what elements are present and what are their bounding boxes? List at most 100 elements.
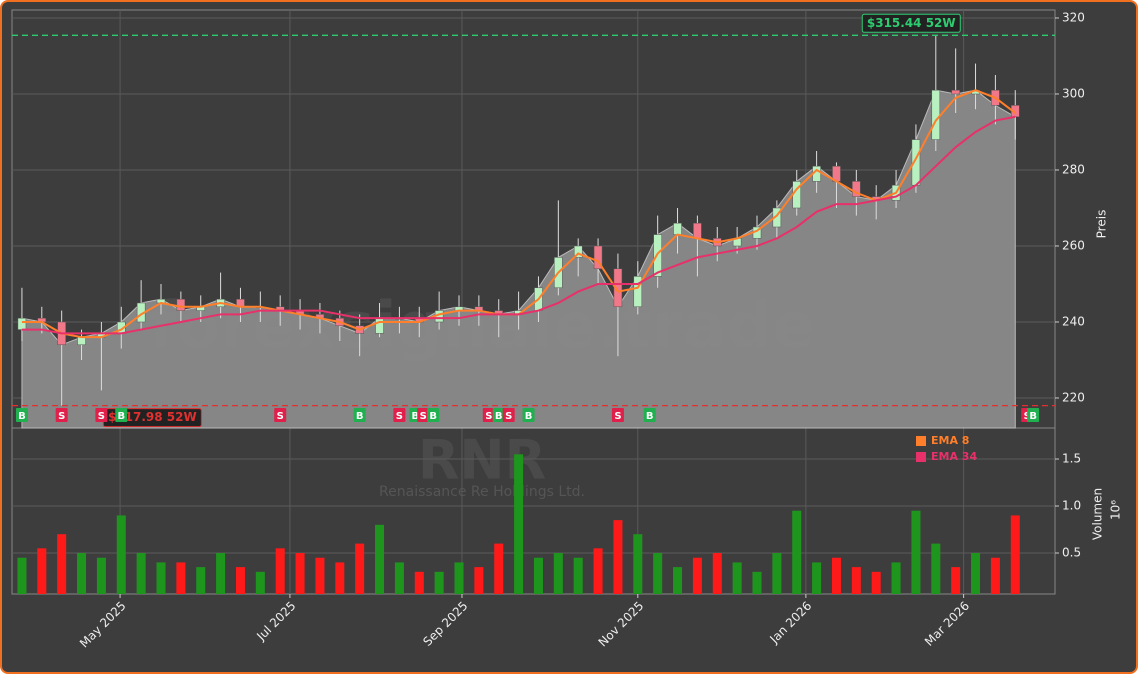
volume-unit: 10⁶: [1109, 500, 1123, 520]
x-tick-label: Mar 2026: [922, 599, 972, 649]
y-tick-label: 240: [1062, 314, 1085, 328]
volume-bar: [57, 534, 67, 594]
volume-bar: [335, 562, 345, 594]
signal-label: B: [525, 411, 533, 422]
signal-label: B: [646, 411, 654, 422]
volume-bar: [990, 557, 1000, 594]
y-tick-label: 320: [1062, 10, 1085, 24]
signal-marker: [15, 408, 28, 422]
volume-bar: [77, 553, 87, 594]
signal-label: B: [18, 411, 26, 422]
candle-body: [951, 89, 960, 95]
signal-label: B: [117, 411, 125, 422]
volume-bar: [176, 562, 186, 594]
volume-panel: [11, 427, 1056, 595]
volume-bar: [732, 562, 742, 594]
signal-label: B: [429, 411, 437, 422]
volume-bar: [136, 553, 146, 594]
volume-bar: [812, 562, 822, 594]
volume-bar: [434, 571, 444, 594]
volume-bar: [752, 571, 762, 594]
signal-marker: [643, 408, 656, 422]
volume-bar: [613, 520, 623, 594]
y-tick-label: 300: [1062, 86, 1085, 100]
volume-bar: [235, 567, 245, 594]
candle-body: [931, 89, 941, 140]
volume-bar: [196, 567, 206, 594]
candle-body: [613, 268, 623, 308]
volume-bar: [216, 553, 226, 594]
volume-bar: [514, 454, 524, 594]
signal-label: S: [614, 411, 621, 422]
signal-marker: [115, 408, 128, 422]
signal-marker: [55, 408, 68, 422]
candle-body: [673, 222, 682, 235]
volume-bar: [653, 553, 663, 594]
signal-marker: [1027, 408, 1040, 422]
volume-bar: [772, 553, 782, 594]
volume-bar: [573, 557, 583, 594]
volume-bar: [871, 571, 881, 594]
volume-bar: [931, 543, 941, 594]
legend-label: EMA 34: [931, 450, 977, 463]
candle-body: [17, 317, 27, 330]
signal-label: S: [420, 411, 427, 422]
y-tick-label: 220: [1062, 390, 1085, 404]
candle-body: [573, 245, 583, 258]
volume-bar: [971, 553, 981, 594]
signal-marker: [353, 408, 366, 422]
x-tick-label: May 2025: [77, 599, 129, 651]
volume-bar: [295, 553, 305, 594]
volume-bar: [17, 557, 27, 594]
y-tick-label: 280: [1062, 162, 1085, 176]
signal-marker: [427, 408, 440, 422]
signal-label: B: [356, 411, 364, 422]
signal-label: B: [411, 411, 419, 422]
y2-tick-label: 0.5: [1062, 546, 1081, 560]
volume-bar: [712, 553, 722, 594]
signal-label: B: [495, 411, 503, 422]
signal-label: B: [1029, 411, 1037, 422]
volume-bar: [831, 557, 841, 594]
candle-body: [633, 276, 643, 308]
candle-body: [693, 222, 702, 239]
y-tick-label: 260: [1062, 238, 1085, 252]
volume-bar: [1010, 515, 1020, 594]
volume-bar: [275, 548, 285, 594]
volume-bar: [116, 515, 126, 594]
volume-bar: [315, 557, 325, 594]
signal-marker: [492, 408, 505, 422]
volume-bar: [37, 548, 47, 594]
volume-bar: [533, 557, 543, 594]
candle-body: [375, 317, 384, 334]
legend-label: EMA 8: [931, 434, 969, 447]
x-tick-label: Jan 2026: [766, 599, 814, 647]
signal-marker: [611, 408, 624, 422]
signal-marker: [95, 408, 108, 422]
volume-bar: [494, 543, 504, 594]
volume-bar: [355, 543, 365, 594]
candle-body: [77, 336, 86, 346]
volume-axis-label: Volumen: [1091, 488, 1105, 540]
volume-bar: [474, 567, 484, 594]
signal-label: S: [98, 411, 105, 422]
volume-bar: [891, 562, 901, 594]
candle-body: [176, 298, 186, 311]
watermark-company: Renaissance Re Holdings Ltd.: [379, 484, 585, 500]
volume-bar: [673, 567, 683, 594]
x-tick-label: Jul 2025: [253, 599, 298, 644]
volume-bar: [255, 571, 265, 594]
volume-bar: [96, 557, 106, 594]
signal-marker: [393, 408, 406, 422]
signal-label: S: [485, 411, 492, 422]
signal-label: S: [58, 411, 65, 422]
level-label: $315.44 52W: [867, 16, 956, 30]
signal-label: S: [505, 411, 512, 422]
signal-marker: [417, 408, 430, 422]
signal-label: S: [396, 411, 403, 422]
signal-label: S: [277, 411, 284, 422]
signal-marker: [274, 408, 287, 422]
volume-bar: [633, 534, 643, 594]
